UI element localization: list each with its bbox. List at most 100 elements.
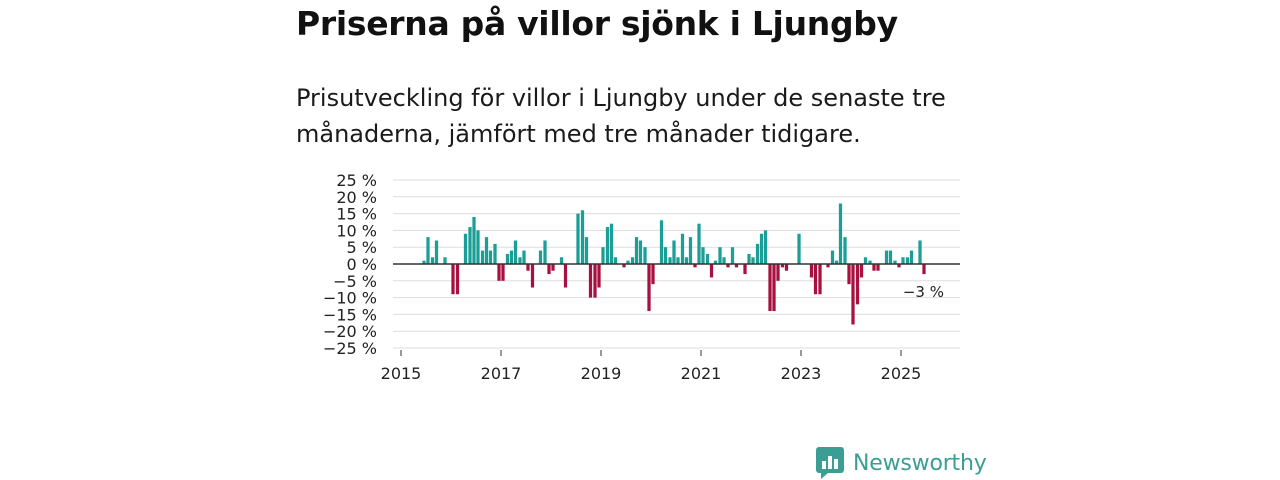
- bar: [451, 264, 455, 295]
- bar: [684, 257, 689, 264]
- bar: [730, 247, 735, 264]
- bar: [430, 257, 435, 264]
- bar: [563, 264, 568, 288]
- bar: [834, 260, 839, 264]
- bar: [813, 264, 818, 295]
- bar: [597, 264, 601, 288]
- bar: [809, 264, 814, 278]
- bar: [551, 264, 555, 271]
- bar: [705, 253, 710, 264]
- bar: [668, 257, 672, 264]
- bar: [651, 264, 655, 285]
- bar: [851, 264, 855, 325]
- bar: [422, 260, 426, 264]
- y-tick-label: −5 %: [333, 272, 377, 291]
- bar: [884, 250, 889, 264]
- y-tick-label: 15 %: [336, 205, 377, 224]
- bar: [455, 264, 460, 295]
- bar: [626, 260, 630, 264]
- y-axis-ticks: 25 %20 %15 %10 %5 %0 %−5 %−10 %−15 %−20 …: [323, 171, 377, 358]
- bar: [547, 264, 551, 275]
- bar: [513, 240, 518, 264]
- bar: [647, 264, 651, 312]
- bar: [780, 264, 785, 268]
- bar: [772, 264, 776, 312]
- bar: [538, 250, 543, 264]
- bar: [576, 213, 580, 264]
- bar: [497, 264, 501, 281]
- bar: [893, 260, 897, 264]
- newsworthy-logo-icon: [816, 447, 844, 479]
- bar: [659, 220, 664, 264]
- bar: [897, 264, 901, 268]
- bar: [543, 240, 547, 264]
- bar: [922, 264, 926, 275]
- bar: [830, 250, 835, 264]
- bar: [918, 240, 922, 264]
- bar: [634, 237, 639, 264]
- bar: [609, 223, 614, 264]
- y-tick-label: −20 %: [323, 322, 377, 341]
- bar: [509, 250, 514, 264]
- bar: [818, 264, 822, 295]
- bar: [672, 240, 676, 264]
- bar: [530, 264, 535, 288]
- bar: [755, 243, 760, 264]
- bar: [501, 264, 505, 281]
- bar: [522, 250, 526, 264]
- bar: [868, 260, 872, 264]
- bar: [580, 210, 585, 264]
- bar: [622, 264, 626, 268]
- bar: [838, 203, 843, 264]
- x-tick-label: 2015: [381, 364, 422, 383]
- bar: [663, 247, 668, 264]
- bar: [713, 260, 718, 264]
- x-tick-label: 2025: [881, 364, 922, 383]
- bar: [588, 264, 593, 298]
- bar: [472, 216, 476, 264]
- bar: [843, 237, 847, 264]
- bar: [722, 257, 726, 264]
- bar: [751, 257, 755, 264]
- bar: [697, 223, 701, 264]
- newsworthy-brand[interactable]: Newsworthy: [815, 446, 987, 480]
- bar: [518, 257, 522, 264]
- bar: [905, 257, 910, 264]
- bar: [443, 257, 447, 264]
- bar-series: [422, 203, 926, 325]
- x-axis-ticks: 2015 2017 2019 2021 2023 2025: [381, 347, 960, 383]
- bar: [763, 230, 768, 264]
- bar: [747, 253, 751, 264]
- bar: [480, 250, 485, 264]
- bar: [759, 233, 764, 264]
- bar: [593, 264, 597, 298]
- bar: [743, 264, 747, 275]
- bar: [776, 264, 780, 281]
- bar: [863, 257, 868, 264]
- y-tick-label: 0 %: [347, 255, 377, 274]
- bar: [613, 257, 618, 264]
- bar: [476, 230, 480, 264]
- bar: [584, 237, 589, 264]
- x-tick-label: 2021: [681, 364, 722, 383]
- bar: [709, 264, 714, 278]
- bar: [468, 227, 472, 264]
- bar: [855, 264, 860, 305]
- bar: [484, 237, 489, 264]
- bar: [876, 264, 880, 271]
- y-tick-label: −15 %: [323, 305, 377, 324]
- y-tick-label: 25 %: [336, 171, 377, 190]
- bar: [488, 250, 493, 264]
- bar: [426, 237, 430, 264]
- y-tick-label: −10 %: [323, 289, 377, 308]
- y-tick-label: 20 %: [336, 188, 377, 207]
- bar: [605, 227, 610, 264]
- bar: [493, 243, 497, 264]
- bar: [901, 257, 905, 264]
- bar: [847, 264, 851, 285]
- bar: [601, 247, 605, 264]
- bar: [638, 240, 643, 264]
- bar: [734, 264, 739, 268]
- bar: [688, 237, 693, 264]
